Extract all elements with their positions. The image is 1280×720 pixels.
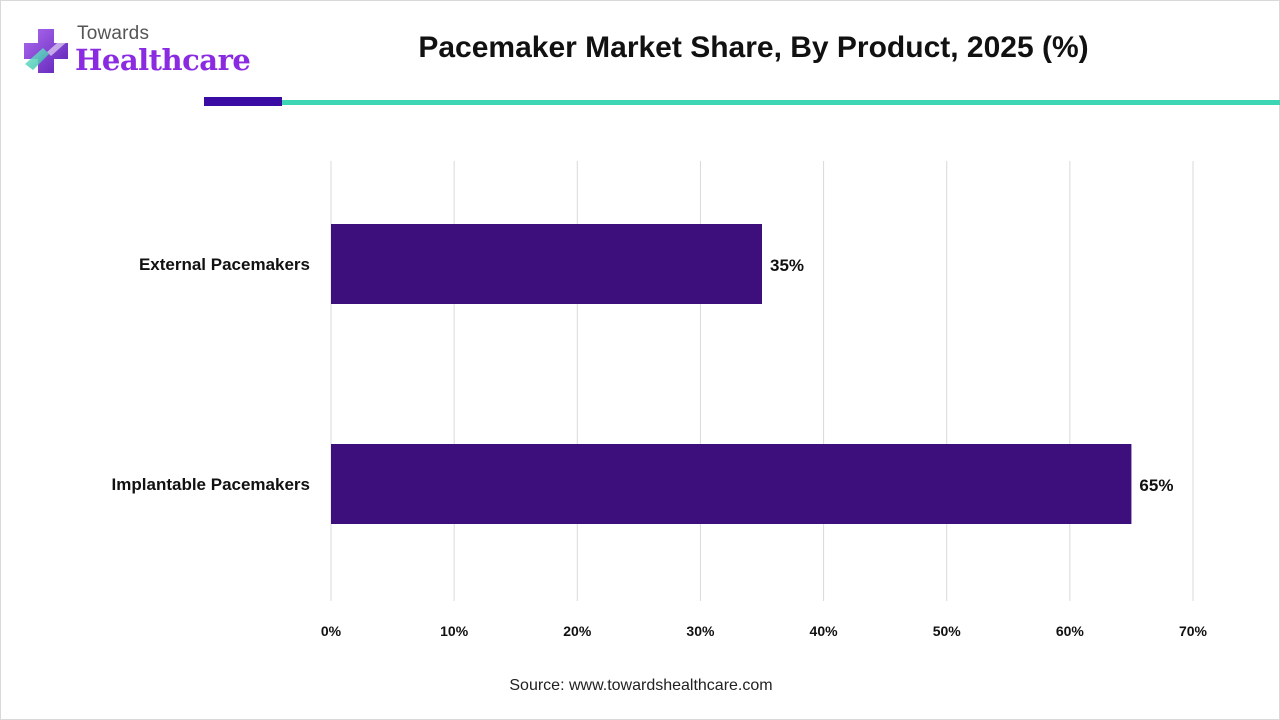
x-tick-label: 70%	[1179, 623, 1208, 639]
x-tick-label: 20%	[563, 623, 592, 639]
x-tick-label: 0%	[321, 623, 342, 639]
category-label: External Pacemakers	[139, 255, 310, 274]
x-tick-label: 30%	[686, 623, 715, 639]
x-tick-label: 50%	[933, 623, 962, 639]
bar	[331, 444, 1132, 524]
x-tick-label: 60%	[1056, 623, 1085, 639]
chart-title: Pacemaker Market Share, By Product, 2025…	[418, 31, 1089, 64]
source-note: Source: www.towardshealthcare.com	[509, 677, 773, 694]
x-tick-label: 40%	[810, 623, 839, 639]
brand-bottom-word: Healthcare	[75, 43, 251, 77]
data-label: 35%	[770, 256, 804, 275]
medical-cross-logo-icon	[24, 29, 69, 73]
x-tick-label: 10%	[440, 623, 469, 639]
category-label: Implantable Pacemakers	[112, 475, 310, 494]
title-underline-rule	[282, 100, 1280, 105]
brand-logo: Towards Healthcare	[21, 21, 251, 83]
bar	[331, 224, 762, 304]
title-underline-accent	[204, 97, 282, 106]
brand-top-word: Towards	[77, 23, 150, 44]
data-label: 65%	[1139, 476, 1173, 495]
